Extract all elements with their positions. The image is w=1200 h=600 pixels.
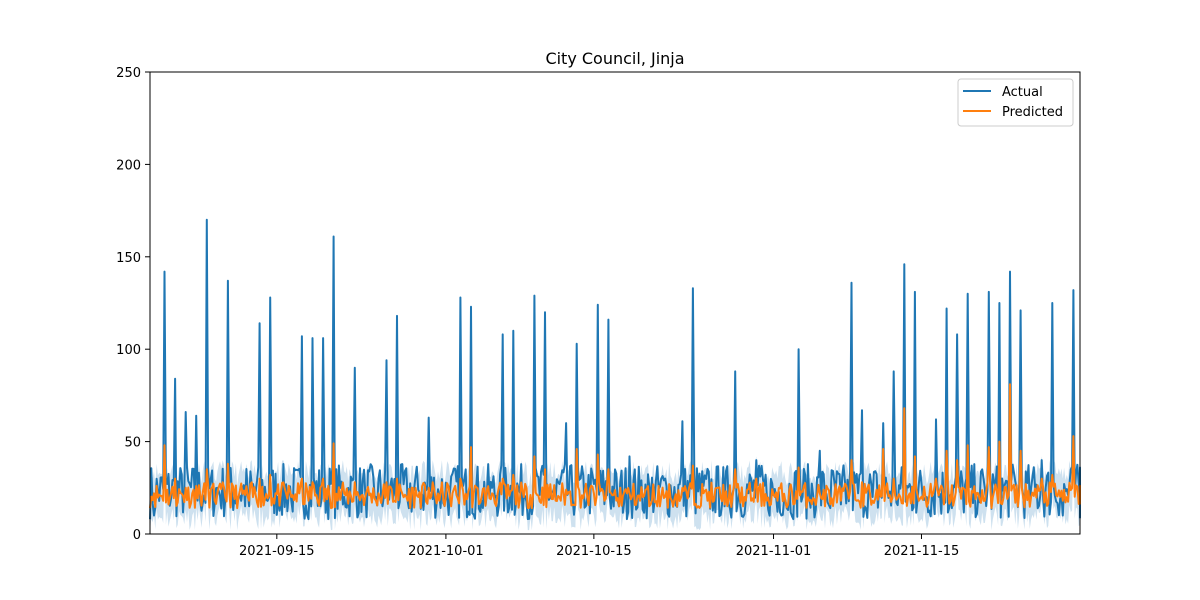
y-tick-label: 0 xyxy=(133,528,141,543)
x-tick-label: 2021-11-15 xyxy=(884,544,960,559)
series-layer xyxy=(149,218,1081,521)
legend-actual-label: Actual xyxy=(1002,85,1043,100)
y-tick-label: 150 xyxy=(116,251,141,266)
x-tick-label: 2021-09-15 xyxy=(239,544,315,559)
y-tick-label: 100 xyxy=(116,343,141,358)
y-tick-label: 200 xyxy=(116,158,141,173)
axes: 0 50 100 150 200 250 2021-09-15 2021-10-01 2021-… xyxy=(116,66,1081,559)
legend-predicted-label: Predicted xyxy=(1002,105,1063,120)
legend: Actual Predicted xyxy=(957,78,1074,127)
x-tick-label: 2021-11-01 xyxy=(736,544,812,559)
plot-frame xyxy=(149,71,1081,535)
x-tick-label: 2021-10-15 xyxy=(556,544,632,559)
x-tick-label: 2021-10-01 xyxy=(408,544,484,559)
y-tick-label: 50 xyxy=(124,436,141,451)
y-tick-label: 250 xyxy=(116,66,141,81)
series-line-predicted xyxy=(149,383,1081,510)
chart-title: City Council, Jinja xyxy=(545,49,684,68)
